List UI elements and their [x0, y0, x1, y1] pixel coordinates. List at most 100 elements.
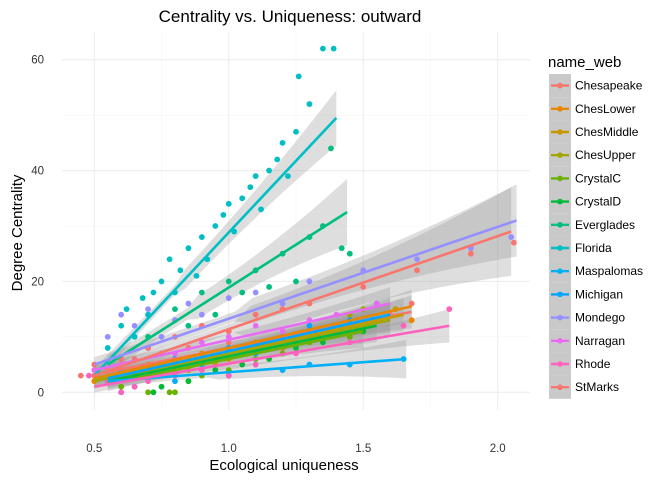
legend-key-point [557, 82, 563, 89]
legend-key-point [557, 106, 563, 112]
data-point [104, 345, 111, 351]
fit-line [94, 324, 450, 389]
data-point [239, 195, 246, 202]
data-point [139, 295, 146, 301]
data-point [274, 156, 281, 163]
data-point [252, 289, 259, 296]
legend-key-point [557, 291, 563, 298]
data-point [252, 361, 259, 368]
data-point [158, 383, 165, 390]
legend-label: StMarks [575, 380, 619, 394]
data-point [225, 200, 232, 207]
x-tick-label: 1.5 [355, 443, 371, 455]
data-point [266, 167, 273, 174]
legend-label: Everglades [575, 218, 635, 232]
data-point [225, 372, 232, 379]
data-point [158, 278, 165, 285]
legend-key-point [557, 152, 563, 158]
legend-key-point [557, 338, 563, 344]
legend-label: CrystalC [575, 171, 621, 185]
legend-label: ChesMiddle [575, 125, 639, 139]
data-point [293, 278, 299, 285]
confidence-band [94, 286, 391, 378]
legend-label: Narragan [575, 334, 625, 348]
data-point [247, 184, 254, 191]
data-point [414, 267, 420, 274]
confidence-band [94, 289, 412, 386]
data-point [467, 250, 474, 257]
data-point [172, 389, 178, 396]
legend-label: CrystalD [575, 195, 621, 209]
data-point [279, 139, 286, 146]
data-point [400, 322, 407, 329]
data-point [77, 372, 84, 379]
legend-key-point [557, 384, 563, 391]
data-point [346, 250, 353, 257]
legend-key-point [557, 175, 563, 182]
data-point [225, 278, 232, 285]
data-point [193, 272, 200, 279]
legend-title: name_web [548, 54, 621, 71]
data-point [172, 378, 178, 385]
data-point [258, 206, 264, 213]
data-point [166, 389, 173, 396]
data-point [306, 278, 313, 285]
fit-lines [93, 117, 517, 389]
data-point [328, 145, 334, 152]
legend-label: Maspalomas [575, 264, 643, 278]
y-tick-label: 0 [38, 387, 44, 399]
data-point [185, 300, 192, 307]
data-point [118, 322, 125, 329]
fit-line [93, 117, 338, 377]
data-point [306, 101, 313, 107]
data-point [198, 234, 205, 240]
legend-key-point [557, 198, 563, 205]
y-axis-title: Degree Centrality [9, 174, 26, 291]
y-tick-label: 20 [31, 276, 44, 288]
legend-key-point [557, 129, 563, 135]
data-point [408, 300, 415, 307]
data-point [239, 361, 246, 368]
data-point [319, 45, 326, 52]
fit-line [107, 357, 407, 383]
legend-label: Chesapeake [575, 79, 643, 93]
legend-label: Florida [575, 241, 612, 255]
grid [62, 32, 530, 410]
x-axis-title: Ecological uniqueness [209, 457, 358, 474]
data-point [330, 45, 337, 52]
y-tick-label: 40 [31, 166, 44, 178]
legend-key-point [557, 222, 563, 228]
data-point [118, 383, 125, 390]
data-point [104, 333, 111, 340]
data-point [150, 389, 157, 396]
data-point [252, 322, 259, 329]
data-point [123, 306, 130, 313]
x-tick-label: 1.0 [221, 443, 237, 455]
x-tick-label: 2.0 [490, 443, 506, 455]
data-point [150, 289, 157, 296]
data-point [212, 367, 219, 373]
data-point [145, 306, 151, 313]
data-point [198, 339, 205, 346]
data-point [166, 256, 173, 263]
data-point [252, 173, 259, 180]
data-point [252, 311, 259, 318]
fit-line [107, 313, 391, 380]
data-point [198, 289, 205, 296]
data-point [158, 333, 165, 340]
legend-label: Rhode [575, 357, 611, 371]
fit-line [107, 324, 377, 383]
data-point [239, 289, 246, 296]
legend-key-point [557, 361, 563, 367]
x-tick-label: 0.5 [86, 443, 102, 455]
data-point [414, 256, 420, 263]
data-point [408, 317, 415, 324]
data-point [306, 322, 313, 329]
data-point [131, 383, 138, 390]
data-point [285, 173, 291, 180]
fit-line [93, 219, 517, 366]
legend: name_web Chesapeake ChesLower ChesMiddle Ch… [548, 54, 643, 399]
data-point [185, 245, 192, 252]
data-point [145, 389, 151, 396]
